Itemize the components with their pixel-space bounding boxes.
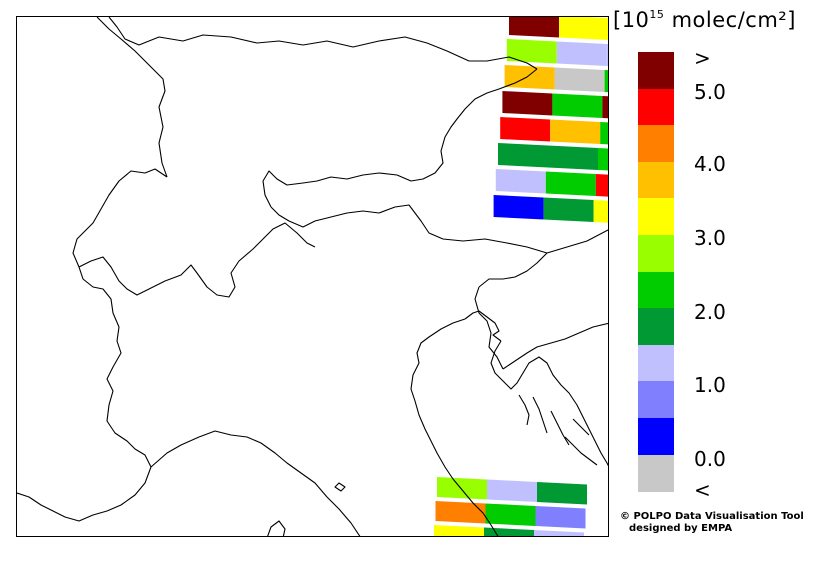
swath-pixel (437, 477, 487, 500)
border-switzerland-italy (78, 222, 316, 298)
swath-pixel (548, 145, 598, 170)
islands-croatia-2 (532, 396, 548, 434)
swath-pixel (593, 200, 608, 223)
coast-venice (464, 310, 502, 342)
colorbar (638, 52, 674, 492)
colorbar-cell (638, 271, 674, 309)
colorbar-cell (638, 198, 674, 236)
colorbar-cell (638, 52, 674, 90)
coast-ligurian (150, 430, 361, 536)
border-austria-slovenia (478, 252, 548, 288)
swath-top-right (493, 17, 608, 223)
border-switzerland-north (72, 168, 168, 268)
colorbar-label: 4.0 (694, 152, 726, 176)
swath-pixel (495, 169, 546, 194)
colorbar-cell (638, 344, 674, 382)
colorbar-cell (638, 418, 674, 456)
colorbar-cell (638, 125, 674, 163)
colorbar-cell (638, 161, 674, 199)
credit-line-2: designed by EMPA (629, 523, 733, 534)
islands-croatia-3 (550, 410, 570, 446)
map-frame[interactable] (16, 16, 609, 537)
swath-pixel (484, 527, 534, 536)
coast-croatia (490, 340, 608, 467)
border-slovenia-croatia (502, 322, 608, 370)
swath-pixel (545, 171, 596, 196)
border-france-germany (96, 17, 168, 178)
islands-croatia-1 (518, 394, 530, 426)
swath-pixel (559, 17, 608, 40)
colorbar-cell (638, 381, 674, 419)
colorbar-label: 3.0 (694, 226, 726, 250)
colorbar-cell (638, 235, 674, 273)
colorbar-cell (638, 454, 674, 492)
credit: © POLPO Data Visualisation Tool designed… (620, 511, 804, 535)
swath-pixel (606, 44, 608, 67)
border-italy-slovenia (474, 286, 504, 370)
swath-pixel (502, 91, 553, 116)
swath-pixel (509, 17, 559, 38)
swath-pixel (485, 503, 536, 526)
islands-croatia-4 (564, 436, 598, 466)
swath-pixel (543, 197, 594, 222)
colorbar-label: 2.0 (694, 300, 726, 324)
swath-pixel (552, 93, 603, 118)
colorbar-cell (638, 88, 674, 126)
swath-pixel (434, 525, 484, 536)
border-germany-austria (262, 68, 538, 208)
swath-pixel (602, 96, 608, 119)
swath-pixel (435, 501, 486, 524)
swath-pixel (598, 148, 608, 171)
swath-pixel (500, 117, 551, 142)
colorbar-label: 1.0 (694, 373, 726, 397)
border-germany-north (108, 17, 538, 70)
swath-pixel (556, 41, 607, 66)
swath-pixel (595, 174, 608, 197)
swath-pixel (554, 67, 605, 92)
colorbar-label: 5.0 (694, 80, 726, 104)
swath-pixel (534, 530, 584, 536)
coast-france (17, 466, 152, 522)
swath-pixel (537, 482, 587, 505)
swath-pixel (506, 39, 557, 64)
island-elba (334, 482, 346, 492)
coast-adriatic-italy (410, 318, 499, 536)
coast-corsica (267, 520, 286, 536)
swath-bottom-right (434, 477, 587, 536)
map-canvas (17, 17, 608, 536)
islands-croatia-5 (572, 418, 590, 436)
swath-pixel (535, 506, 586, 529)
colorbar-cell (638, 308, 674, 346)
credit-line-1: © POLPO Data Visualisation Tool (620, 511, 804, 522)
unit-prefix: [10 (613, 8, 650, 32)
border-austria-italy (270, 204, 608, 254)
swath-pixel (604, 70, 608, 93)
unit-exponent: 15 (649, 8, 665, 21)
colorbar-label: 0.0 (694, 447, 726, 471)
swath-pixel (504, 65, 555, 90)
swath-pixel (600, 122, 608, 145)
swath-pixel (493, 195, 544, 220)
border-france-italy (78, 266, 152, 468)
colorbar-label: < (694, 478, 711, 502)
unit-label: [1015 molec/cm²] (613, 8, 796, 32)
unit-suffix: molec/cm²] (664, 8, 796, 32)
swath-pixel (498, 143, 548, 168)
swath-pixel (487, 479, 537, 502)
colorbar-label: > (694, 46, 711, 70)
swath-pixel (550, 119, 601, 144)
